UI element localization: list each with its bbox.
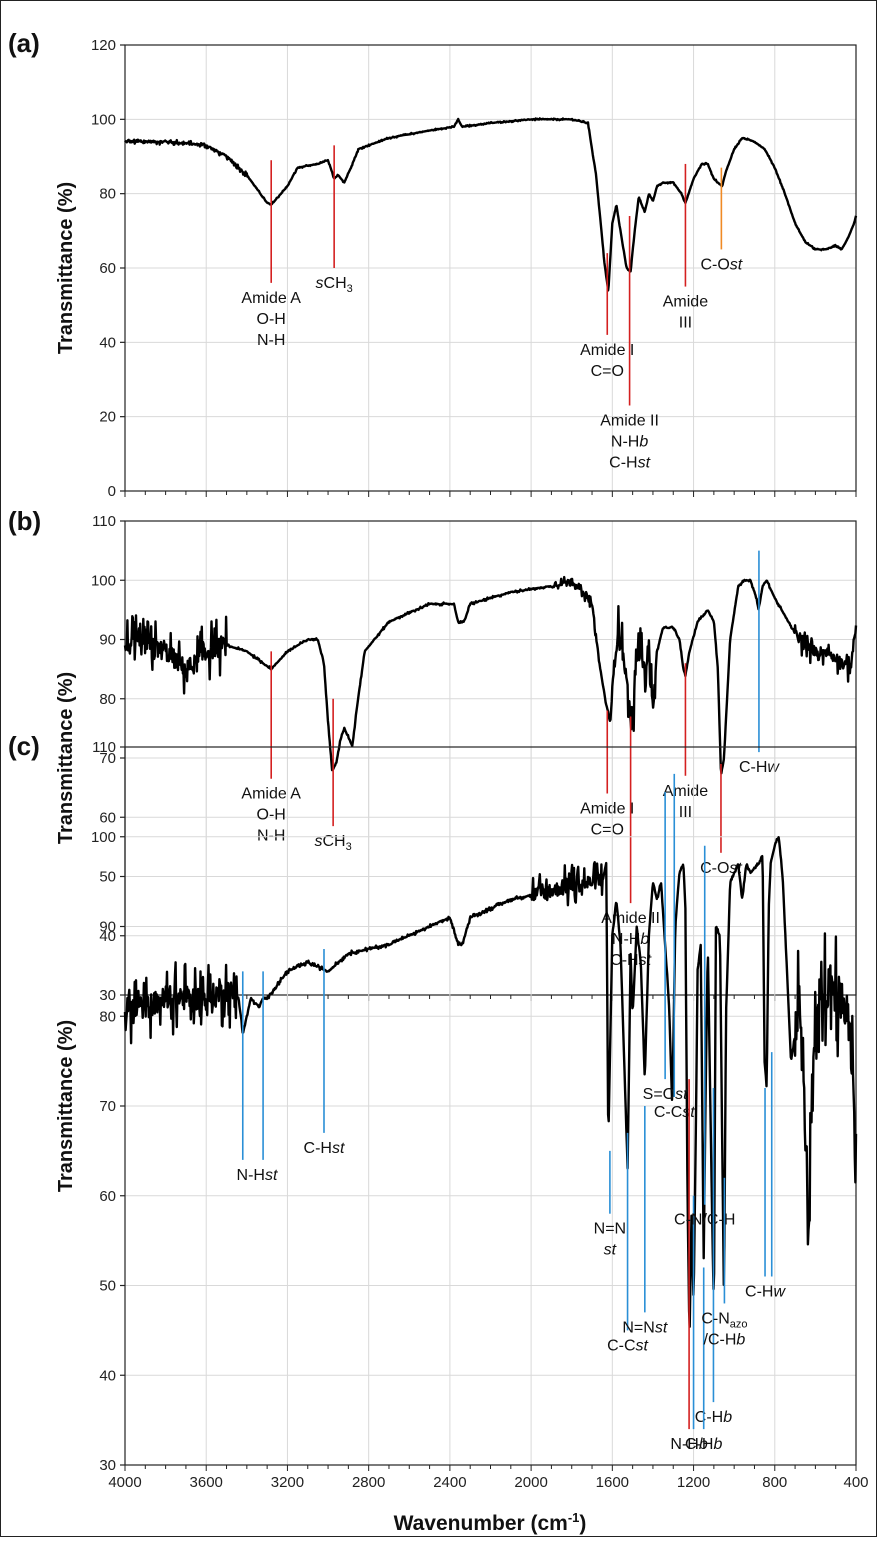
y-axis-label: Transmittance (%) xyxy=(55,672,77,844)
annotation-label: N-Hb xyxy=(611,434,648,451)
annotation-label: C-Hb xyxy=(685,1436,722,1453)
y-tick-label: 50 xyxy=(99,1278,116,1295)
y-tick-label: 30 xyxy=(99,987,116,1004)
x-axis-label-close: ) xyxy=(579,1512,586,1535)
annotation-label: Amide II xyxy=(600,413,659,430)
annotation-label: sCH3 xyxy=(315,833,352,853)
spectrum-line xyxy=(124,117,858,292)
y-tick-label: 30 xyxy=(99,1457,116,1474)
annotation-label: S=Ost xyxy=(643,1086,688,1103)
annotation-label: III xyxy=(679,804,692,821)
annotation-label: sCH3 xyxy=(316,275,353,295)
annotation-label: C-Cst xyxy=(607,1337,648,1354)
x-axis-label: Wavenumber (cm-1) xyxy=(394,1510,587,1535)
annotation-label: Amide I xyxy=(580,801,634,818)
annotation-label: Amide xyxy=(663,294,708,311)
annotation-label: N-Hb xyxy=(670,1436,707,1453)
annotation-label: C=O xyxy=(591,363,624,380)
y-tick-label: 90 xyxy=(99,919,116,936)
annotation-label: N-H xyxy=(257,828,285,845)
x-axis-label-base: Wavenumber (cm xyxy=(394,1512,568,1535)
annotation-label: III xyxy=(679,315,692,332)
y-tick-label: 0 xyxy=(108,483,116,500)
x-tick-label: 400 xyxy=(843,1474,868,1491)
y-tick-label: 100 xyxy=(91,829,116,846)
panel-b: 30 40 50 60 70 80 90 100 110 Transmittance (%) (b)… xyxy=(8,506,858,1004)
annotation-label: C-Hw xyxy=(745,1284,786,1301)
x-tick-label: 1600 xyxy=(596,1474,629,1491)
x-tick-label: 3200 xyxy=(271,1474,304,1491)
x-tick-label: 4000 xyxy=(108,1474,141,1491)
y-tick-label: 110 xyxy=(92,739,116,756)
annotation-label: C=O xyxy=(591,822,624,839)
y-tick-label: 50 xyxy=(99,869,116,886)
annotation-label: C-Ost xyxy=(700,256,742,273)
panel-a: 0 20 40 60 80 100 120 Transmittance (%) (a) Amide… xyxy=(8,28,858,500)
y-tick-label: 80 xyxy=(99,186,116,203)
annotation-label: st xyxy=(604,1242,617,1259)
spectrum-line xyxy=(123,575,858,775)
annotation-label: N=N xyxy=(594,1221,626,1238)
y-tick-label: 40 xyxy=(99,1367,116,1384)
annotation-label: N=Nst xyxy=(622,1319,667,1336)
annotation-label: O-H xyxy=(257,807,286,824)
y-tick-label: 40 xyxy=(99,334,116,351)
annotation-label: C-Hst xyxy=(304,1140,345,1157)
y-tick-label: 80 xyxy=(99,1008,116,1025)
y-tick-label: 120 xyxy=(91,37,116,54)
annotation-label: C-Nazo xyxy=(701,1310,747,1330)
x-tick-label: 2800 xyxy=(352,1474,385,1491)
panel-label: (c) xyxy=(8,731,40,761)
x-tick-label: 3600 xyxy=(190,1474,223,1491)
y-tick-label: 70 xyxy=(99,750,116,767)
y-tick-label: 20 xyxy=(99,409,116,426)
annotation-label: N-H xyxy=(257,332,285,349)
spectrum-line xyxy=(123,836,858,1328)
y-tick-label: 80 xyxy=(99,691,116,708)
annotation-label: C-N/C-H xyxy=(674,1212,735,1229)
y-tick-label: 70 xyxy=(99,1098,116,1115)
annotation-label: C-Hst xyxy=(609,455,650,472)
y-tick-label: 100 xyxy=(91,111,116,128)
y-tick-label: 60 xyxy=(99,260,116,277)
y-tick-label: 110 xyxy=(92,513,116,530)
annotation-label: O-H xyxy=(257,311,286,328)
annotation-label: N-Hst xyxy=(237,1167,278,1184)
y-tick-label: 90 xyxy=(99,632,116,649)
annotation-label: C-Cst xyxy=(654,1104,695,1121)
x-tick-label: 1200 xyxy=(677,1474,710,1491)
annotation-label: Amide A xyxy=(241,290,301,307)
y-axis-label: Transmittance (%) xyxy=(55,182,77,354)
y-tick-label: 40 xyxy=(99,928,116,945)
annotation-label: C-Hw xyxy=(739,759,780,776)
annotation-label: Amide I xyxy=(580,342,634,359)
x-tick-label: 2400 xyxy=(433,1474,466,1491)
y-tick-label: 60 xyxy=(99,809,116,826)
panel-label: (a) xyxy=(8,28,40,58)
annotation-label: Amide A xyxy=(241,786,301,803)
annotation-label: /C-Hb xyxy=(704,1331,746,1348)
y-axis-label: Transmittance (%) xyxy=(55,1020,77,1192)
x-tick-label: 2000 xyxy=(514,1474,547,1491)
x-tick-label: 800 xyxy=(762,1474,787,1491)
panel-c: 30 40 50 60 70 80 90 100 110 4000 3600 3200 2800 2400… xyxy=(8,731,869,1491)
x-axis-label-sup: -1 xyxy=(568,1510,580,1525)
annotation-label: C-Hb xyxy=(695,1409,732,1426)
y-tick-label: 60 xyxy=(99,1188,116,1205)
y-tick-label: 100 xyxy=(91,572,116,589)
panel-label: (b) xyxy=(8,506,41,536)
